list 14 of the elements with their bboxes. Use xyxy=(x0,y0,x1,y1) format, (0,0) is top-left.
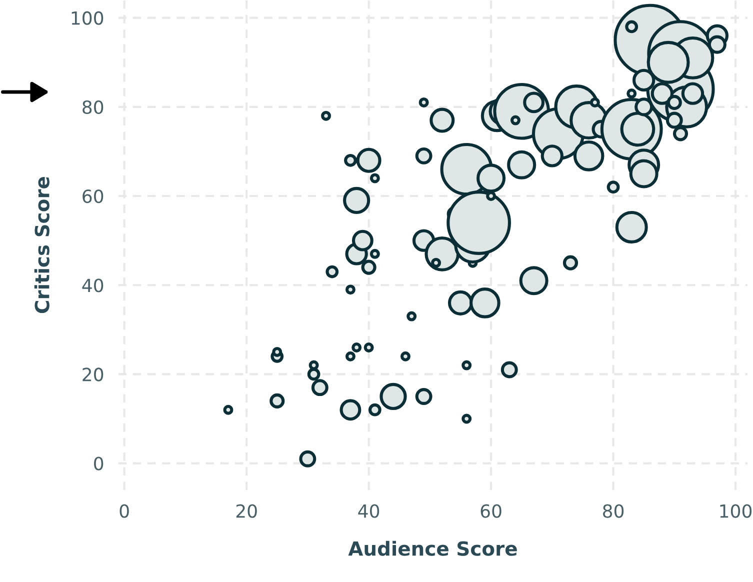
x-tick-label: 40 xyxy=(358,504,380,518)
x-tick-label: 80 xyxy=(603,504,624,518)
x-tick-label: 100 xyxy=(720,504,752,518)
y-tick-label: 80 xyxy=(82,100,104,114)
y-tick-label: 100 xyxy=(72,11,104,25)
x-tick-label: 0 xyxy=(120,504,129,518)
y-tick-label: 40 xyxy=(82,278,104,292)
x-axis-title: Audience Score xyxy=(348,540,517,556)
x-tick-label: 60 xyxy=(480,504,502,518)
x-tick-label: 20 xyxy=(236,504,257,518)
y-axis-title: Critics Score xyxy=(34,176,50,314)
y-tick-label: 20 xyxy=(82,368,104,382)
y-tick-label: 60 xyxy=(82,189,104,204)
y-tick-label: 0 xyxy=(94,456,104,470)
